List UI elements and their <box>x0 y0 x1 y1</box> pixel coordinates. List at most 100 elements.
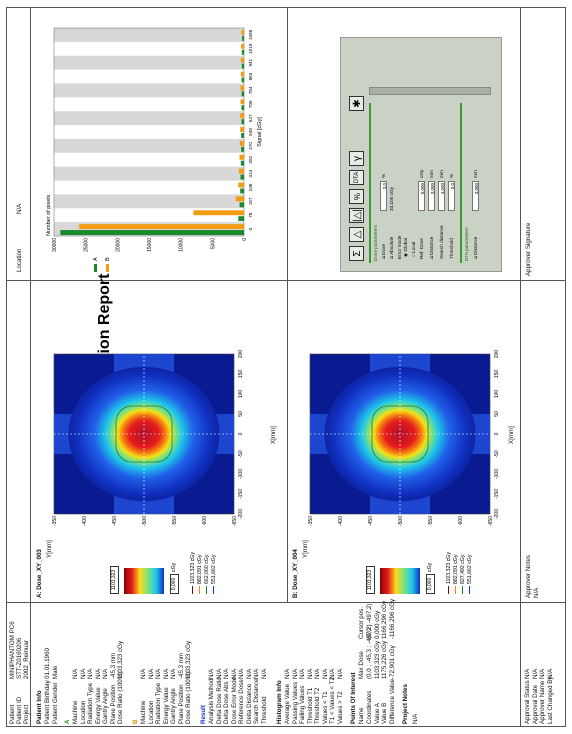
poi-label: Value B <box>381 702 388 724</box>
delta-dose-input[interactable]: 3,0 <box>380 181 387 211</box>
histogram-bar-B <box>241 30 244 35</box>
info-label: Threshold T2 <box>314 687 321 724</box>
info-value: N/A <box>306 668 314 679</box>
isodose-swatch <box>461 586 464 594</box>
info-label: Energy Value <box>162 687 170 724</box>
info-label: Location <box>79 700 87 724</box>
isodose-level-label: 882,091 cGy <box>453 554 459 584</box>
histogram-y-tick: 10000 <box>179 238 185 252</box>
histogram-chart: 0 5000 10000 15000 20000 25000 30000 0 78 157 236 3… <box>34 14 284 276</box>
isodose-swatch <box>205 586 208 594</box>
histogram-bar-A <box>238 216 245 222</box>
poi-label: Value A <box>373 703 381 724</box>
poi-v2: (0,0 ; -497,2) <box>366 603 373 639</box>
dose-map-a: -350 -400 -450 -500 -550 -600 -650 -200 -150 -100… <box>50 344 260 534</box>
histogram-bar-B <box>240 71 244 77</box>
info-value: N/A <box>329 668 336 679</box>
isodose-legend-item: 551,662 cGy <box>467 555 473 594</box>
info-label: Machine <box>140 700 147 724</box>
histogram-x-tick: 157 <box>248 197 253 205</box>
isodose-level-label: 1103,323 cGy <box>446 552 452 584</box>
x-tick-label: -200 <box>494 509 500 519</box>
info-label: Dose Error Mode <box>230 676 238 724</box>
histogram-band <box>54 83 244 98</box>
info-value: N/A <box>140 668 147 679</box>
info-label: Values < T1 <box>321 691 329 724</box>
info-value: N/A <box>87 668 94 679</box>
divider <box>30 7 31 603</box>
isodose-level-label: 1103,323 cGy <box>190 552 196 584</box>
dose-map-b: -350 -400 -450 -500 -550 -600 -650 -200 -150 -100… <box>306 344 516 534</box>
histogram-legend-swatch <box>106 264 109 272</box>
gamma-icon[interactable]: γ <box>349 151 364 166</box>
x-tick-label: -100 <box>494 469 500 479</box>
histogram-x-tick: 863 <box>248 72 253 80</box>
search-distance-input[interactable]: 4,500 <box>438 181 445 211</box>
isodose-swatch <box>191 586 194 594</box>
scale-bottom-box: 0,000 <box>426 574 435 594</box>
scale-bottom-box: 0,000 <box>170 574 179 594</box>
asterisk-icon[interactable]: ✱ <box>349 96 364 111</box>
info-value: N/A <box>238 668 245 679</box>
histogram-x-tick: 941 <box>248 58 253 66</box>
histogram-legend-label: A <box>93 257 99 261</box>
delta-dose-unit: % <box>381 173 386 178</box>
info-label: Failing Values <box>299 685 306 724</box>
histogram-bar-A <box>241 91 245 97</box>
info-label: Location <box>147 700 155 724</box>
panel-scrollbar[interactable] <box>369 87 491 95</box>
info-label: Gantry Angle <box>102 688 109 724</box>
scale-unit: cGy <box>427 562 433 572</box>
histogram-bar-A <box>240 174 244 180</box>
info-value: Male <box>51 665 59 679</box>
scale-unit: cGy <box>171 562 177 572</box>
dta-icon[interactable]: DTA <box>349 170 364 185</box>
histogram-bar-A <box>241 119 244 125</box>
delta-abs-icon[interactable]: |△| <box>349 208 364 223</box>
histogram-heading: Histogram Info <box>276 680 283 724</box>
divider <box>287 7 288 603</box>
dose-difference-icon[interactable]: % <box>349 189 364 204</box>
info-value: N/A <box>230 668 238 679</box>
dose-map-svg: -350 -400 -450 -500 -550 -600 -650-200-150-100… <box>308 350 500 526</box>
histogram-x-tick: 392 <box>248 155 253 163</box>
histogram-legend-swatch <box>94 264 97 272</box>
info-value: N/A <box>314 668 321 679</box>
histogram-x-tick: 706 <box>248 100 253 108</box>
isodose-swatch <box>198 586 201 594</box>
info-value: N/A <box>291 668 299 679</box>
info-value: -45,3 mm <box>109 652 117 679</box>
plot-b-ylabel: Y[mm] <box>302 540 309 558</box>
x-tick-label: 50 <box>494 411 500 417</box>
info-value: N/A <box>284 668 291 679</box>
isodose-legend-item: 827,492 cGy <box>460 555 466 594</box>
y-tick-label: -650 <box>232 516 238 526</box>
info-value: N/A <box>215 668 223 679</box>
ref-dose-input[interactable]: 0,000 <box>418 181 425 211</box>
histogram-bar-B <box>240 99 244 105</box>
histogram-x-tick: 549 <box>248 128 253 136</box>
local-label: Local <box>411 241 416 253</box>
sigma-icon[interactable]: Σ <box>349 246 364 261</box>
local-radio[interactable]: ○ Local <box>411 241 416 257</box>
info-value: N/A <box>531 668 539 679</box>
poi-v2: 1166,296 cGy <box>381 600 388 639</box>
histogram-bar-A <box>241 133 244 138</box>
section-b-heading: B <box>132 719 139 724</box>
info-label: Plane Position <box>109 684 117 724</box>
histogram-x-tick: 236 <box>248 183 253 191</box>
color-scale-bar <box>124 568 164 594</box>
approver-signature-label: Approver Signature <box>525 222 532 276</box>
delta-icon[interactable]: △ <box>349 227 364 242</box>
distance-input[interactable]: 3,000 <box>428 181 435 211</box>
histogram-x-tick: 627 <box>248 114 253 122</box>
dta-distance-input[interactable]: 3,000 <box>472 181 479 211</box>
histogram-bar-B <box>241 43 244 49</box>
threshold-input[interactable]: 5,0 <box>448 181 455 211</box>
histogram-bar-A <box>239 202 244 208</box>
global-radio[interactable]: ◉ Global <box>403 238 408 257</box>
info-label: Average Value <box>284 683 291 724</box>
info-label: Delta Dose Ratio <box>215 677 223 724</box>
isodose-legend-item: 1103,323 cGy <box>446 552 452 594</box>
poi-v1: 1175,226 cGy <box>381 640 388 679</box>
